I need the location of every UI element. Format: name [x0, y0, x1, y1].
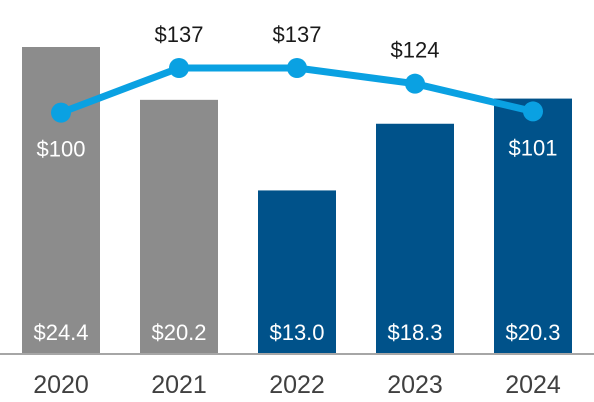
bar-2024	[494, 98, 572, 355]
line-point-2024	[523, 101, 543, 122]
line-value-label-2020: $100	[37, 137, 86, 162]
line-point-2020	[51, 102, 71, 123]
x-tick-label-2021: 2021	[151, 371, 207, 399]
bar-value-label-2023: $18.3	[387, 320, 442, 345]
bar-2023	[376, 123, 454, 354]
bar-value-label-2024: $20.3	[505, 320, 560, 345]
x-tick-label-2023: 2023	[387, 371, 443, 399]
line-point-2022	[287, 58, 307, 78]
line-value-label-2024: $101	[509, 135, 558, 160]
bar-value-label-2020: $24.4	[33, 320, 88, 345]
x-axis-tick-labels: 2020 2021 2022 2023 2024	[33, 371, 561, 399]
bar-2021	[140, 99, 218, 354]
line-value-label-2022: $137	[273, 22, 322, 47]
bar-labels-layer: $24.4 $20.2 $13.0 $18.3 $20.3	[33, 320, 560, 345]
bars-layer	[22, 47, 572, 355]
line-point-2021	[169, 58, 189, 78]
line-value-label-2021: $137	[155, 22, 204, 47]
x-tick-label-2024: 2024	[505, 371, 561, 399]
x-tick-label-2020: 2020	[33, 371, 89, 399]
line-point-2023	[405, 73, 425, 94]
x-tick-label-2022: 2022	[269, 371, 325, 399]
line-series-layer: $100 $137 $137 $124 $101	[37, 22, 558, 162]
bar-value-label-2022: $13.0	[269, 320, 324, 345]
bar-value-label-2021: $20.2	[151, 320, 206, 345]
bar-2022	[258, 190, 336, 354]
bar-2020	[22, 47, 100, 354]
line-value-label-2023: $124	[391, 38, 440, 63]
